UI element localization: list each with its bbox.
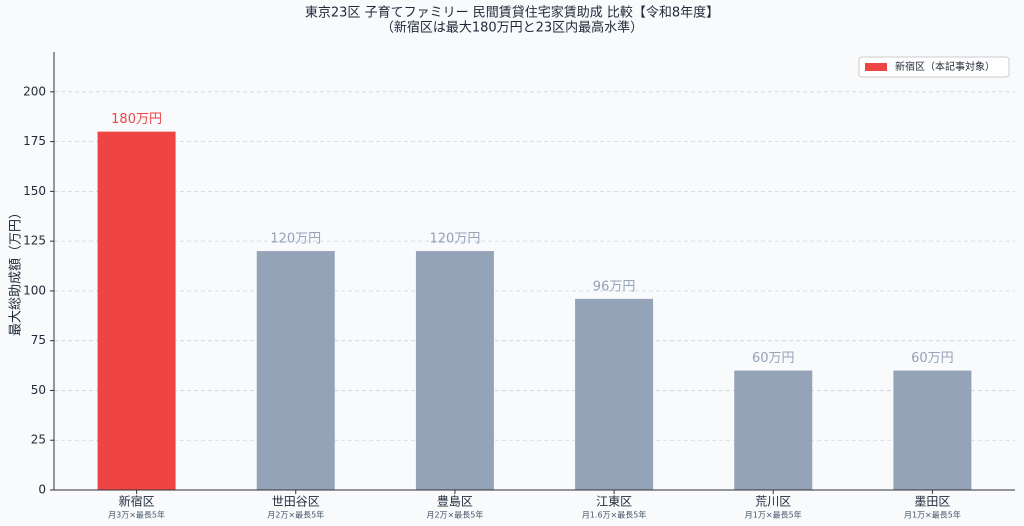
- y-tick-label: 175: [23, 134, 46, 148]
- bar: [893, 370, 972, 490]
- y-tick-label: 75: [31, 333, 46, 347]
- x-tick-note: 月3万×最長5年: [108, 510, 165, 520]
- x-tick-note: 月2万×最長5年: [426, 510, 483, 520]
- value-label: 96万円: [593, 279, 636, 294]
- y-tick-label: 25: [31, 433, 46, 447]
- y-tick-label: 150: [23, 184, 46, 198]
- y-axis-label: 最大総助成額（万円）: [9, 206, 24, 336]
- value-label: 120万円: [430, 232, 481, 247]
- y-tick-label: 100: [23, 283, 46, 297]
- x-tick-label: 墨田区: [914, 495, 950, 509]
- bar: [575, 298, 654, 490]
- y-tick-label: 50: [31, 383, 46, 397]
- bar: [734, 370, 813, 490]
- value-label: 60万円: [911, 351, 954, 366]
- bar: [97, 131, 176, 491]
- bar: [256, 251, 335, 490]
- chart-title: 東京23区 子育てファミリー 民間賃貸住宅家賃助成 比較【令和8年度】: [305, 5, 719, 21]
- y-tick-label: 125: [23, 234, 46, 248]
- x-tick-label: 豊島区: [437, 494, 473, 509]
- x-tick-label: 江東区: [596, 495, 632, 509]
- legend-box: [858, 56, 1010, 78]
- legend-label: 新宿区（本記事対象）: [895, 60, 995, 73]
- x-tick-note: 月1万×最長5年: [745, 510, 802, 520]
- legend-swatch: [865, 63, 887, 71]
- x-tick-note: 月2万×最長5年: [267, 510, 324, 520]
- value-label: 120万円: [270, 232, 321, 247]
- value-label: 60万円: [752, 351, 795, 366]
- x-tick-label: 世田谷区: [272, 495, 320, 509]
- x-tick-note: 月1万×最長5年: [904, 510, 961, 520]
- bar: [415, 251, 494, 490]
- x-tick-label: 新宿区: [119, 494, 155, 509]
- chart-subtitle: （新宿区は最大180万円と23区内最高水準）: [381, 20, 643, 36]
- x-tick-label: 荒川区: [755, 495, 791, 509]
- y-tick-label: 0: [38, 483, 46, 497]
- value-label: 180万円: [111, 112, 162, 127]
- y-tick-label: 200: [23, 84, 46, 98]
- x-tick-note: 月1.6万×最長5年: [582, 510, 647, 520]
